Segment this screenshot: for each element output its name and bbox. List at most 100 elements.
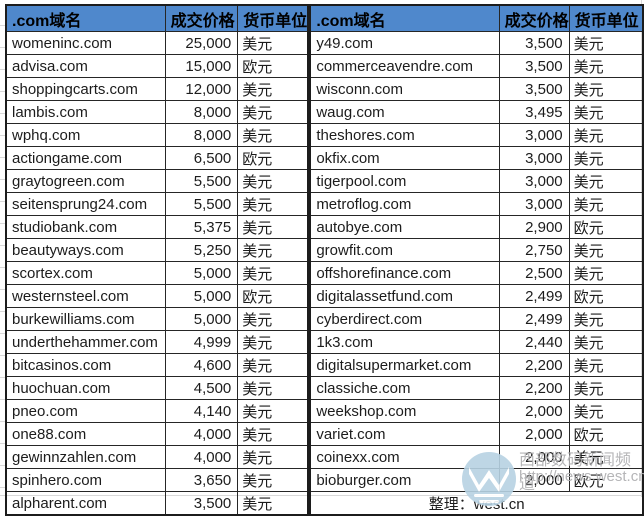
domain-cell: bitcasinos.com xyxy=(5,353,166,377)
domain-cell: beautyways.com xyxy=(5,238,166,262)
price-cell: 3,000 xyxy=(498,192,570,216)
domain-sales-table-left: .com域名 成交价格 货币单位 womeninc.com 25,000 美元 … xyxy=(5,4,310,516)
currency-cell: 美元 xyxy=(568,169,644,193)
table-row: one88.com 4,000 美元 xyxy=(5,422,309,446)
currency-cell: 美元 xyxy=(237,399,309,423)
price-cell: 3,495 xyxy=(498,100,570,124)
domain-sales-tables: .com域名 成交价格 货币单位 womeninc.com 25,000 美元 … xyxy=(5,4,644,516)
currency-cell: 美元 xyxy=(568,100,644,124)
currency-cell: 美元 xyxy=(568,330,644,354)
domain-cell: gewinnzahlen.com xyxy=(5,445,166,469)
table-row: digitalsupermarket.com 2,200 美元 xyxy=(309,353,644,377)
table-row: gewinnzahlen.com 4,000 美元 xyxy=(5,445,309,469)
domain-cell: advisa.com xyxy=(5,54,166,78)
currency-cell: 欧元 xyxy=(568,284,644,308)
currency-cell: 美元 xyxy=(568,307,644,331)
currency-cell: 美元 xyxy=(237,468,309,492)
domain-cell: shoppingcarts.com xyxy=(5,77,166,101)
domain-cell: coinexx.com xyxy=(309,445,500,469)
table-row: 1k3.com 2,440 美元 xyxy=(309,330,644,354)
table-row: westernsteel.com 5,000 欧元 xyxy=(5,284,309,308)
domain-cell: lambis.com xyxy=(5,100,166,124)
price-cell: 2,200 xyxy=(498,376,570,400)
header-row: .com域名 成交价格 货币单位 xyxy=(309,4,644,32)
currency-cell: 美元 xyxy=(237,491,309,516)
price-cell: 25,000 xyxy=(164,31,239,55)
currency-cell: 美元 xyxy=(568,238,644,262)
domain-cell: westernsteel.com xyxy=(5,284,166,308)
price-cell: 4,600 xyxy=(164,353,239,377)
domain-cell: commerceavendre.com xyxy=(309,54,500,78)
domain-cell: one88.com xyxy=(5,422,166,446)
domain-cell: pneo.com xyxy=(5,399,166,423)
table-row: bitcasinos.com 4,600 美元 xyxy=(5,353,309,377)
price-cell: 2,200 xyxy=(498,353,570,377)
table-row: wphq.com 8,000 美元 xyxy=(5,123,309,147)
table-row: cyberdirect.com 2,499 美元 xyxy=(309,307,644,331)
domain-cell: cyberdirect.com xyxy=(309,307,500,331)
domain-cell: graytogreen.com xyxy=(5,169,166,193)
domain-cell: huochuan.com xyxy=(5,376,166,400)
currency-cell: 美元 xyxy=(568,192,644,216)
price-cell: 2,499 xyxy=(498,307,570,331)
currency-cell: 美元 xyxy=(237,307,309,331)
price-cell: 15,000 xyxy=(164,54,239,78)
table-row: y49.com 3,500 美元 xyxy=(309,31,644,55)
price-cell: 3,000 xyxy=(498,123,570,147)
currency-cell: 美元 xyxy=(237,445,309,469)
column-header-currency: 货币单位 xyxy=(237,4,309,32)
price-cell: 5,500 xyxy=(164,169,239,193)
table-row: burkewilliams.com 5,000 美元 xyxy=(5,307,309,331)
domain-cell: burkewilliams.com xyxy=(5,307,166,331)
currency-cell: 欧元 xyxy=(237,284,309,308)
price-cell: 3,500 xyxy=(498,31,570,55)
currency-cell: 欧元 xyxy=(568,215,644,239)
price-cell: 12,000 xyxy=(164,77,239,101)
table-row: studiobank.com 5,375 美元 xyxy=(5,215,309,239)
table-row: metroflog.com 3,000 美元 xyxy=(309,192,644,216)
table-row: okfix.com 3,000 美元 xyxy=(309,146,644,170)
price-cell: 3,500 xyxy=(498,54,570,78)
domain-cell: seitensprung24.com xyxy=(5,192,166,216)
column-header-price: 成交价格 xyxy=(164,4,239,32)
currency-cell: 美元 xyxy=(237,77,309,101)
table-row: classiche.com 2,200 美元 xyxy=(309,376,644,400)
domain-cell: growfit.com xyxy=(309,238,500,262)
price-cell: 2,499 xyxy=(498,284,570,308)
currency-cell: 美元 xyxy=(237,100,309,124)
currency-cell: 美元 xyxy=(237,31,309,55)
currency-cell: 美元 xyxy=(568,353,644,377)
price-cell: 5,000 xyxy=(164,261,239,285)
currency-cell: 美元 xyxy=(568,399,644,423)
price-cell: 5,000 xyxy=(164,284,239,308)
table-row: alpharent.com 3,500 美元 xyxy=(5,491,309,516)
table-row: graytogreen.com 5,500 美元 xyxy=(5,169,309,193)
price-cell: 8,000 xyxy=(164,100,239,124)
table-row: seitensprung24.com 5,500 美元 xyxy=(5,192,309,216)
table-row: weekshop.com 2,000 美元 xyxy=(309,399,644,423)
table-row: spinhero.com 3,650 美元 xyxy=(5,468,309,492)
price-cell: 2,750 xyxy=(498,238,570,262)
price-cell: 5,375 xyxy=(164,215,239,239)
price-cell: 2,000 xyxy=(498,399,570,423)
excel-gridline-strip-left xyxy=(0,4,5,492)
table-row: autobye.com 2,900 欧元 xyxy=(309,215,644,239)
credit-row: 整理：west.cn xyxy=(309,491,644,516)
price-cell: 2,000 xyxy=(498,445,570,469)
domain-cell: offshorefinance.com xyxy=(309,261,500,285)
domain-cell: digitalsupermarket.com xyxy=(309,353,500,377)
currency-cell: 欧元 xyxy=(237,54,309,78)
table-row: beautyways.com 5,250 美元 xyxy=(5,238,309,262)
currency-cell: 美元 xyxy=(237,123,309,147)
column-header-currency: 货币单位 xyxy=(568,4,644,32)
price-cell: 4,500 xyxy=(164,376,239,400)
domain-cell: metroflog.com xyxy=(309,192,500,216)
table-row: variet.com 2,000 欧元 xyxy=(309,422,644,446)
domain-sales-table-right: .com域名 成交价格 货币单位 y49.com 3,500 美元 commer… xyxy=(309,4,644,516)
currency-cell: 美元 xyxy=(237,376,309,400)
table-row: womeninc.com 25,000 美元 xyxy=(5,31,309,55)
price-cell: 4,140 xyxy=(164,399,239,423)
table-row: waug.com 3,495 美元 xyxy=(309,100,644,124)
table-row: growfit.com 2,750 美元 xyxy=(309,238,644,262)
domain-cell: actiongame.com xyxy=(5,146,166,170)
